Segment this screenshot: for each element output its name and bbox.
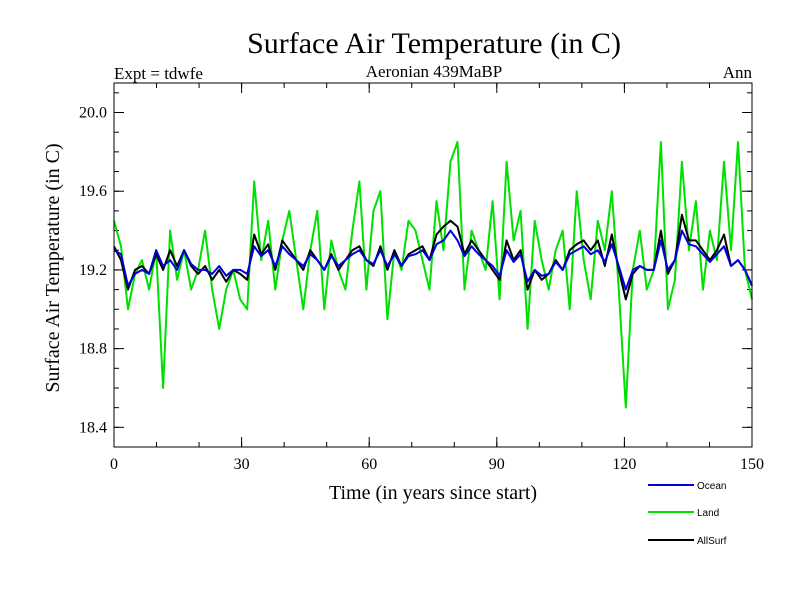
y-tick-label: 19.6 bbox=[79, 183, 107, 200]
y-tick-label: 20.0 bbox=[79, 105, 107, 122]
season-label: Ann bbox=[723, 63, 753, 82]
experiment-label: Expt = tdwfe bbox=[114, 64, 203, 83]
chart-title: Surface Air Temperature (in C) bbox=[247, 27, 621, 60]
y-tick-label: 18.8 bbox=[79, 341, 107, 358]
plot-area: 0 30 60 90 120 150 18.4 18.8 19.2 19.6 20.0 bbox=[79, 83, 764, 473]
legend-label-ocean: Ocean bbox=[697, 481, 726, 492]
x-tick-label: 0 bbox=[110, 456, 118, 473]
x-tick-label: 60 bbox=[361, 456, 377, 473]
series-line-ocean bbox=[113, 229, 753, 291]
x-axis-label: Time (in years since start) bbox=[329, 482, 537, 504]
y-tick-label: 19.2 bbox=[79, 262, 107, 279]
x-tick-label: 90 bbox=[489, 456, 505, 473]
y-tick-label: 18.4 bbox=[79, 419, 107, 436]
y-axis-label: Surface Air Temperature (in C) bbox=[42, 143, 64, 392]
legend-label-land: Land bbox=[697, 508, 719, 519]
legend-label-allsurf: AllSurf bbox=[697, 536, 727, 547]
legend: Ocean Land AllSurf bbox=[648, 481, 727, 547]
period-label: Aeronian 439MaBP bbox=[366, 62, 502, 81]
x-tick-label: 30 bbox=[234, 456, 250, 473]
plot-frame bbox=[113, 82, 753, 448]
x-tick-label: 120 bbox=[612, 456, 636, 473]
x-tick-label: 150 bbox=[740, 456, 764, 473]
